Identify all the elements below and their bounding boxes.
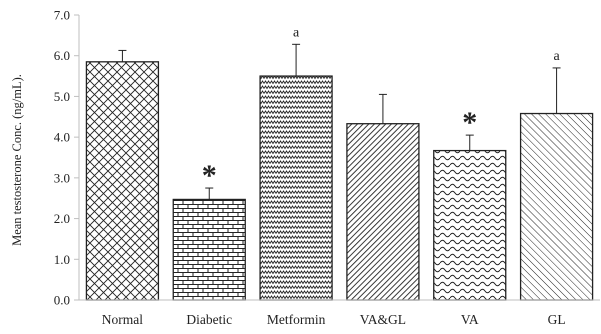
- plot-area: 0.0 1.0 2.0 3.0 4.0 5.0 6.0 7.0 Normal * Diabetic a…: [54, 8, 600, 327]
- y-tick-label: 6.0: [54, 48, 70, 63]
- x-tick-label: GL: [548, 312, 566, 327]
- x-tick-label: Normal: [102, 312, 143, 327]
- y-tick-label: 1.0: [54, 252, 70, 267]
- y-axis-label: Mean testosterone Conc. (ng/mL).: [10, 74, 24, 246]
- significance-star: *: [462, 106, 477, 139]
- bar-va-gl: [346, 123, 420, 301]
- y-tick-label: 2.0: [54, 211, 70, 226]
- bar-diabetic: [172, 198, 246, 301]
- y-tick-label: 0.0: [54, 293, 70, 308]
- y-tick-label: 3.0: [54, 170, 70, 185]
- significance-letter: a: [293, 25, 300, 40]
- y-tick-label: 4.0: [54, 130, 70, 145]
- significance-letter: a: [553, 49, 560, 64]
- y-tick-label: 7.0: [54, 8, 70, 23]
- x-tick-label: VA&GL: [360, 312, 406, 327]
- bar-gl: [519, 112, 594, 301]
- x-tick-label: Metformin: [267, 312, 326, 327]
- y-tick-label: 5.0: [54, 89, 70, 104]
- bar-metformin: [259, 75, 333, 301]
- bar-va: [433, 149, 507, 301]
- bar-normal: [85, 61, 160, 301]
- x-tick-label: VA: [461, 312, 479, 327]
- significance-star: *: [202, 159, 217, 192]
- x-tick-label: Diabetic: [186, 312, 232, 327]
